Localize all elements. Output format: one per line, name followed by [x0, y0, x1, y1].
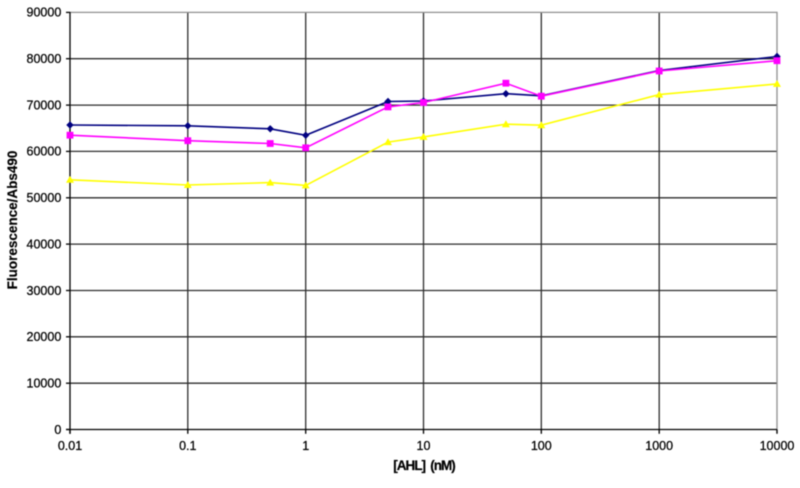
- svg-text:30000: 30000: [27, 284, 62, 298]
- svg-text:1: 1: [302, 439, 309, 453]
- svg-text:Fluorescence/Abs490: Fluorescence/Abs490: [5, 151, 20, 290]
- svg-text:100: 100: [531, 439, 552, 453]
- svg-text:10: 10: [417, 439, 431, 453]
- svg-text:50000: 50000: [27, 191, 62, 205]
- svg-text:60000: 60000: [27, 145, 62, 159]
- svg-text:80000: 80000: [27, 52, 62, 66]
- svg-text:0.01: 0.01: [58, 439, 82, 453]
- svg-text:90000: 90000: [27, 6, 62, 20]
- svg-text:[AHL] (nM): [AHL] (nM): [393, 458, 455, 473]
- svg-text:0.1: 0.1: [179, 439, 196, 453]
- svg-text:10000: 10000: [27, 377, 62, 391]
- svg-text:40000: 40000: [27, 237, 62, 251]
- svg-text:70000: 70000: [27, 98, 62, 112]
- svg-text:10000: 10000: [760, 439, 795, 453]
- svg-text:20000: 20000: [27, 330, 62, 344]
- svg-text:0: 0: [54, 423, 61, 437]
- svg-text:1000: 1000: [645, 439, 673, 453]
